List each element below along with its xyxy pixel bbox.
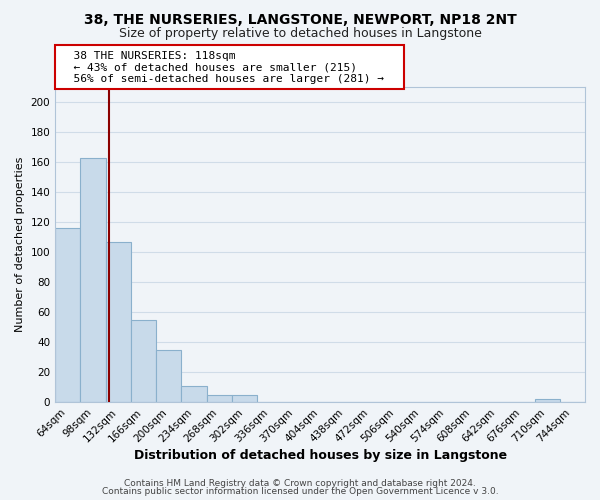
- Bar: [80, 158, 106, 402]
- Bar: [106, 242, 131, 402]
- Bar: [131, 320, 156, 402]
- X-axis label: Distribution of detached houses by size in Langstone: Distribution of detached houses by size …: [134, 450, 506, 462]
- Text: Size of property relative to detached houses in Langstone: Size of property relative to detached ho…: [119, 28, 481, 40]
- Y-axis label: Number of detached properties: Number of detached properties: [15, 157, 25, 332]
- Text: Contains public sector information licensed under the Open Government Licence v : Contains public sector information licen…: [101, 487, 499, 496]
- Text: 38 THE NURSERIES: 118sqm
  ← 43% of detached houses are smaller (215)
  56% of s: 38 THE NURSERIES: 118sqm ← 43% of detach…: [61, 50, 398, 84]
- Bar: [535, 399, 560, 402]
- Bar: [55, 228, 80, 402]
- Bar: [156, 350, 181, 402]
- Bar: [232, 394, 257, 402]
- Text: Contains HM Land Registry data © Crown copyright and database right 2024.: Contains HM Land Registry data © Crown c…: [124, 478, 476, 488]
- Bar: [206, 394, 232, 402]
- Text: 38, THE NURSERIES, LANGSTONE, NEWPORT, NP18 2NT: 38, THE NURSERIES, LANGSTONE, NEWPORT, N…: [83, 12, 517, 26]
- Bar: [181, 386, 206, 402]
